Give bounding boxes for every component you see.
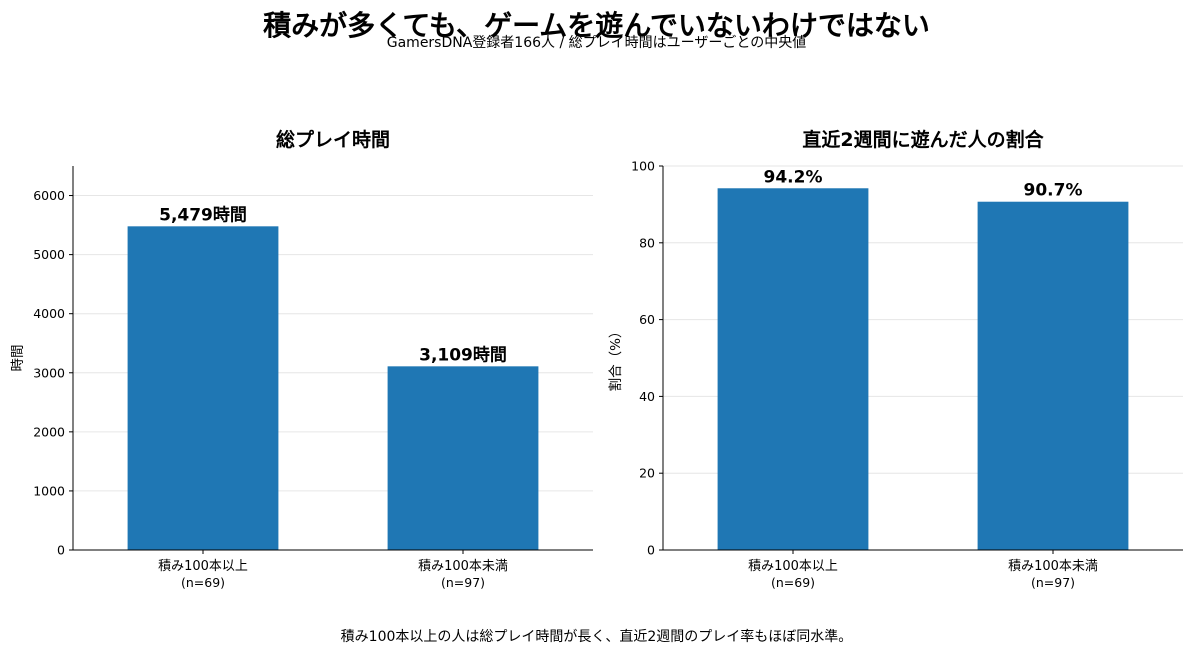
bar <box>127 226 279 550</box>
x-tick-label: 積み100本未満 <box>1008 559 1098 574</box>
data-label: 90.7% <box>1024 181 1083 201</box>
x-tick-sublabel: (n=69) <box>181 575 225 590</box>
data-label: 5,479時間 <box>159 204 247 225</box>
chart-title: 総プレイ時間 <box>276 128 390 151</box>
chart-panel-2: 0 20 40 60 80 100 94.2% 積み100本以上(n=69) 90.7% 積み10… <box>607 128 1183 590</box>
chart-panel-1: 0 1000 2000 3000 4000 5000 6000 5,479時間積み100本以上… <box>10 128 593 590</box>
bar <box>717 188 869 550</box>
y-tick-label: 80 <box>639 235 655 250</box>
y-tick-label: 4000 <box>33 306 65 321</box>
y-tick-label: 60 <box>639 312 655 327</box>
x-tick-sublabel: (n=97) <box>441 575 485 590</box>
chart-title: 直近2週間に遊んだ人の割合 <box>802 128 1044 151</box>
data-label: 94.2% <box>764 167 823 187</box>
y-tick-label: 6000 <box>33 188 65 203</box>
y-tick-label: 20 <box>639 466 655 481</box>
bar <box>977 201 1129 550</box>
y-tick-label: 100 <box>631 159 655 174</box>
figure-title: 積みが多くても、ゲームを遊んでいないわけではない <box>263 9 930 42</box>
figure-subtitle: GamersDNA登録者166人 / 総プレイ時間はユーザーごとの中央値 <box>386 35 807 51</box>
y-tick-label: 40 <box>639 389 655 404</box>
bar <box>387 366 539 550</box>
y-tick-label: 2000 <box>33 424 65 439</box>
y-tick-label: 0 <box>647 543 655 558</box>
y-axis-label: 割合（%） <box>607 325 624 392</box>
figure-footnote: 積み100本以上の人は総プレイ時間が長く、直近2週間のプレイ率もほぼ同水準。 <box>340 629 853 645</box>
y-tick-label: 3000 <box>33 365 65 380</box>
x-tick-label: 積み100本未満 <box>418 559 508 574</box>
x-tick-sublabel: (n=97) <box>1031 575 1075 590</box>
x-tick-label: 積み100本以上 <box>748 559 838 574</box>
y-tick-label: 5000 <box>33 247 65 262</box>
x-tick-sublabel: (n=69) <box>771 575 815 590</box>
y-tick-label: 0 <box>57 543 65 558</box>
y-axis-label: 時間 <box>10 345 26 372</box>
data-label: 3,109時間 <box>419 344 507 365</box>
x-tick-label: 積み100本以上 <box>158 559 248 574</box>
y-tick-label: 1000 <box>33 483 65 498</box>
